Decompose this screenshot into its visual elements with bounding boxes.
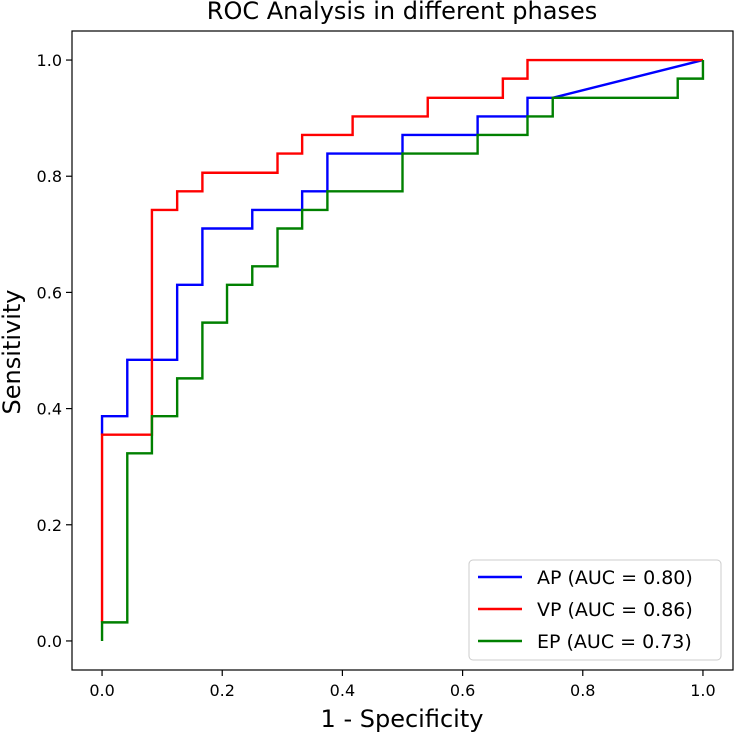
x-axis-ticks: 0.0 0.2 0.4 0.6 0.8 1.0 (89, 670, 716, 700)
y-tick-label: 0.4 (37, 400, 62, 419)
x-axis-label: 1 - Specificity (321, 705, 484, 733)
plot-area (71, 30, 734, 671)
y-axis-label: Sensitivity (0, 290, 26, 415)
x-tick-label: 0.0 (89, 681, 114, 700)
plot-frame (71, 30, 734, 671)
legend: AP (AUC = 0.80) VP (AUC = 0.86) EP (AUC = … (468, 559, 722, 661)
series-line-vp (100, 58, 703, 623)
x-tick-label: 0.4 (330, 681, 355, 700)
legend-label-ap: AP (AUC = 0.80) (537, 567, 693, 589)
legend-box (468, 559, 722, 661)
legend-label-ep: EP (AUC = 0.73) (537, 631, 692, 653)
chart-title: ROC Analysis in different phases (207, 0, 597, 25)
y-tick-label: 0.8 (37, 167, 62, 186)
series-line-ep (100, 60, 705, 641)
y-tick-label: 0.0 (37, 632, 62, 651)
y-tick-label: 1.0 (37, 51, 62, 70)
x-tick-label: 0.2 (210, 681, 235, 700)
x-tick-label: 0.6 (450, 681, 475, 700)
y-axis-ticks: 0.0 0.2 0.4 0.6 0.8 1.0 (37, 51, 72, 651)
legend-label-vp: VP (AUC = 0.86) (537, 599, 693, 621)
y-tick-label: 0.6 (37, 283, 62, 302)
x-tick-label: 0.8 (570, 681, 595, 700)
x-tick-label: 1.0 (690, 681, 715, 700)
y-tick-label: 0.2 (37, 516, 62, 535)
